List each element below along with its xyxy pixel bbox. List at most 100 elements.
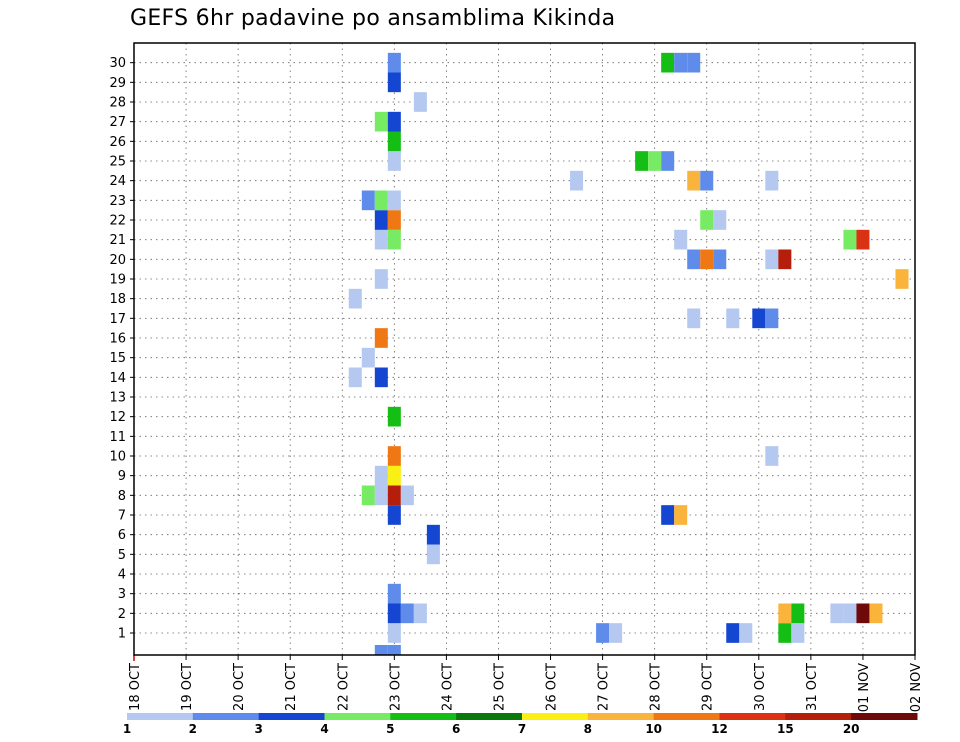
precip-cell [374,269,388,289]
precip-cell [387,229,401,250]
y-tick-label: 30 [109,56,126,71]
x-tick-label: 02 NOV [909,663,924,712]
x-tick-label: 27 OCT [597,663,612,711]
precip-cell [661,151,675,171]
precip-cell [765,249,779,270]
precip-cell [869,603,883,624]
x-tick-label: 01 NOV [857,663,872,712]
y-tick-label: 21 [109,233,126,248]
legend-label: 2 [189,722,197,736]
precip-cell [400,485,414,506]
y-tick-label: 11 [109,430,126,445]
y-tick-label: 17 [109,312,126,327]
precip-cell [348,288,362,309]
precip-cell [791,603,805,624]
precip-cell [413,603,427,624]
precip-cell [387,446,401,466]
y-tick-label: 10 [109,450,126,465]
precip-cell [387,485,401,506]
y-tick-label: 19 [109,273,126,288]
y-tick-label: 2 [118,607,126,622]
precip-cell [713,249,727,270]
y-tick-labels: 1234567891011121314151617181920212223242… [109,56,126,641]
precip-cell [700,249,714,270]
precip-cell [361,190,375,211]
precip-cell [687,249,701,270]
x-tick-label: 23 OCT [388,663,403,711]
precip-cell [374,111,388,132]
precip-cell [387,505,401,525]
precip-cell [843,603,857,624]
precip-cell [791,623,805,643]
grid-lines [134,43,915,655]
precip-cell [374,229,388,250]
y-tick-label: 6 [118,528,126,543]
y-tick-label: 7 [118,509,126,524]
precip-cell [674,52,688,73]
precip-cell [713,210,727,230]
precip-cell [374,465,388,486]
precip-cell [765,446,779,466]
precip-cell [387,465,401,486]
precip-cell [700,210,714,230]
legend-swatch [851,713,918,720]
y-tick-label: 29 [109,76,126,91]
precip-cell [674,505,688,525]
precip-cell [387,623,401,643]
y-tick-label: 12 [109,410,126,425]
precip-cell [400,603,414,624]
y-tick-label: 22 [109,214,126,229]
y-tick-label: 16 [109,332,126,347]
precip-cell [765,170,779,191]
precip-cell [609,623,623,643]
legend-label: 1 [123,722,131,736]
precip-cell [374,485,388,506]
y-tick-label: 4 [118,568,126,583]
y-tick-label: 5 [118,548,126,563]
axis-ticks [130,62,916,661]
legend-swatch [587,713,655,720]
precip-cell [387,52,401,73]
precip-cell [387,72,401,93]
precip-cell [856,603,870,624]
x-tick-label: 19 OCT [180,663,195,711]
legend-label: 7 [518,722,526,736]
legend-label: 12 [711,722,728,736]
x-tick-labels: 18 OCT 19 OCT 20 OCT 21 OCT 22 OCT 23 OCT 24 O… [128,663,924,712]
y-tick-label: 26 [109,135,126,150]
legend-label: 5 [386,722,394,736]
y-tick-label: 9 [118,469,126,484]
y-tick-label: 27 [109,115,126,130]
precip-cell [856,229,870,250]
legend-swatch [785,713,852,720]
y-tick-label: 8 [118,489,126,504]
precip-cell [778,603,792,624]
precip-cell [374,367,388,388]
legend-label: 6 [452,722,460,736]
legend-label: 3 [254,722,262,736]
precip-cell [843,229,857,250]
x-tick-label: 26 OCT [545,663,560,711]
legend-label: 10 [645,722,662,736]
legend-label: 4 [320,722,328,736]
precip-cell [426,544,440,565]
precip-cell [687,52,701,73]
precip-cell [700,170,714,191]
x-tick-label: 20 OCT [232,663,247,711]
y-tick-label: 15 [109,351,126,366]
precip-cell [596,623,610,643]
y-tick-label: 20 [109,253,126,268]
precip-cell [726,623,740,643]
x-tick-label: 24 OCT [440,663,455,711]
x-tick-label: 25 OCT [492,663,507,711]
legend-swatch [192,713,260,720]
precip-cell [687,170,701,191]
precip-cell [361,347,375,368]
x-tick-label: 28 OCT [649,663,664,711]
precip-cell [361,485,375,506]
legend-swatch [324,713,391,720]
legend-label: 8 [584,722,592,736]
y-tick-label: 14 [109,371,126,386]
precip-cell [387,131,401,152]
